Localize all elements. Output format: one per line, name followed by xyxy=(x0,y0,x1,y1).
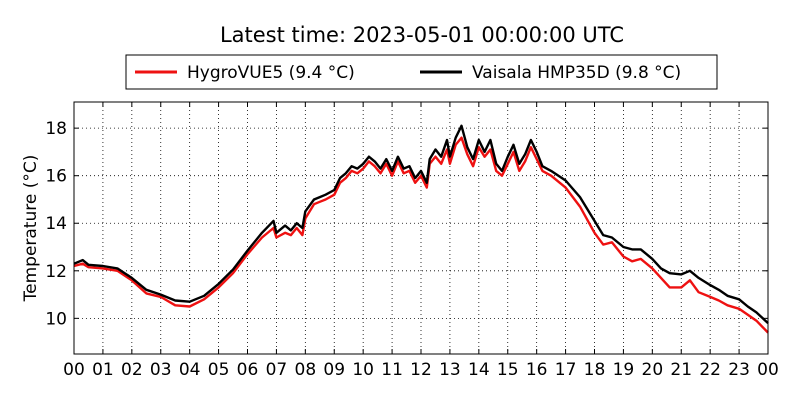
x-tick-label: 23 xyxy=(728,360,750,380)
plot-background xyxy=(74,102,768,354)
legend: HygroVUE5 (9.4 °C) Vaisala HMP35D (9.8 °… xyxy=(125,54,718,90)
x-tick-label: 12 xyxy=(410,360,432,380)
x-tick-label: 07 xyxy=(266,360,288,380)
x-tick-label: 03 xyxy=(150,360,172,380)
x-tick-label: 22 xyxy=(699,360,721,380)
x-tick-label: 08 xyxy=(295,360,317,380)
x-tick-label: 04 xyxy=(179,360,201,380)
legend-label-hygrovue5: HygroVUE5 (9.4 °C) xyxy=(187,63,355,83)
x-tick-label: 02 xyxy=(121,360,143,380)
y-tick-label: 14 xyxy=(45,214,67,234)
x-tick-label: 05 xyxy=(208,360,230,380)
x-tick-label: 06 xyxy=(237,360,259,380)
x-tick-label: 13 xyxy=(439,360,461,380)
plot-area: 00 01 02 03 04 05 06 07 08 09 10 11 12 13 14 15 16 17 18 19… xyxy=(45,101,779,380)
series-line-vaisala xyxy=(73,124,769,324)
y-tick-label: 10 xyxy=(45,309,67,329)
legend-label-vaisala: Vaisala HMP35D (9.8 °C) xyxy=(472,63,681,83)
x-tick-label: 21 xyxy=(670,360,692,380)
y-tick-label: 18 xyxy=(45,119,67,139)
x-tick-label: 18 xyxy=(584,360,606,380)
x-tick-label: 10 xyxy=(352,360,374,380)
x-tick-label: 15 xyxy=(497,360,519,380)
x-tick-label: 16 xyxy=(526,360,548,380)
x-tick-label: 00 xyxy=(63,360,85,380)
x-tick-label: 20 xyxy=(642,360,664,380)
x-tick-label: 00 xyxy=(757,360,779,380)
x-tick-label: 11 xyxy=(381,360,403,380)
x-tick-label: 09 xyxy=(323,360,345,380)
x-tick-label: 19 xyxy=(613,360,635,380)
y-tick-label: 12 xyxy=(45,262,67,282)
x-tick-label: 17 xyxy=(555,360,577,380)
y-axis-label: Temperature (°C) xyxy=(21,155,41,303)
plot-frame xyxy=(73,101,769,355)
x-tick-label: 01 xyxy=(92,360,114,380)
chart-title: Latest time: 2023-05-01 00:00:00 UTC xyxy=(220,23,624,47)
x-tick-label: 14 xyxy=(468,360,490,380)
y-tick-label: 16 xyxy=(45,167,67,187)
